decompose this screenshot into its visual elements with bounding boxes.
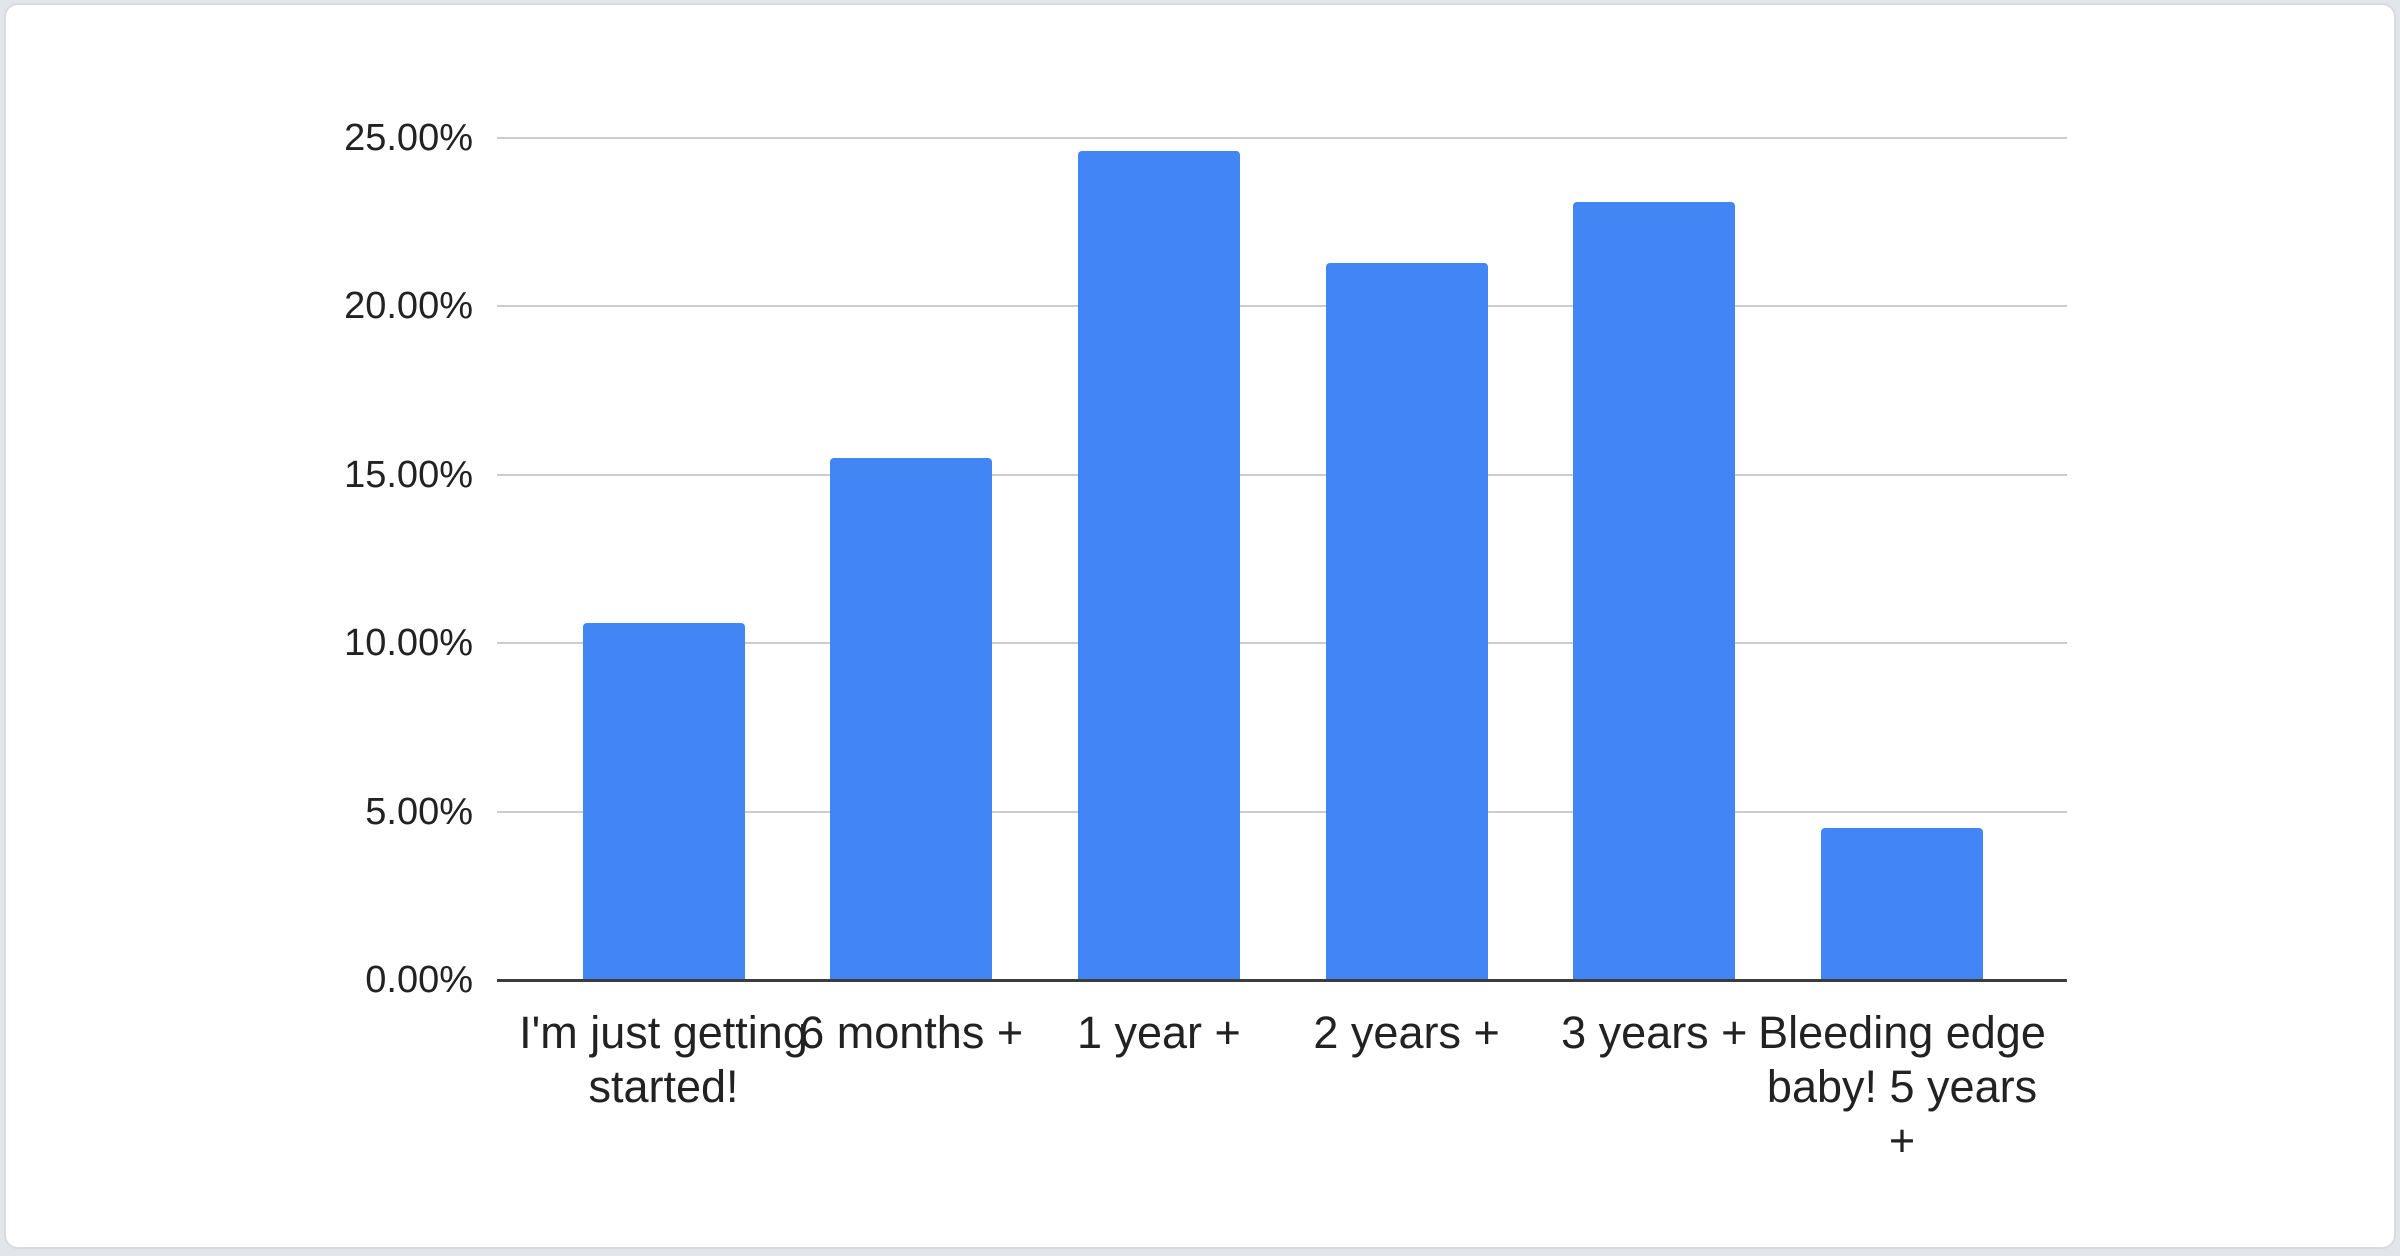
x-axis-category-label: 1 year +: [1076, 1007, 1241, 1058]
gridline-25pct: [497, 137, 2067, 139]
gridline-15pct: [497, 473, 2067, 476]
bar-5: [1573, 201, 1736, 980]
bar-4: [1325, 262, 1488, 980]
x-axis-category-label: Bleeding edge baby! 5 years +: [1758, 1007, 2046, 1166]
y-axis-tick-label: 15.00%: [344, 453, 473, 496]
y-axis-tick-label: 5.00%: [365, 790, 473, 833]
x-axis-baseline: [497, 979, 2067, 982]
bar-2: [830, 457, 993, 980]
y-axis-tick-label: 0.00%: [365, 959, 473, 1001]
bar-3: [1077, 151, 1240, 980]
bar-1: [582, 622, 745, 980]
x-axis-category-label: 3 years +: [1561, 1007, 1748, 1058]
gridline-5pct: [497, 810, 2067, 813]
x-axis-category-label: 2 years +: [1313, 1007, 1500, 1058]
y-axis-tick-label: 10.00%: [344, 622, 473, 665]
bar-6: [1821, 828, 1983, 980]
gridline-10pct: [497, 642, 2067, 645]
gridline-20pct: [497, 305, 2067, 308]
x-axis-category-label: 6 months +: [799, 1007, 1024, 1058]
x-axis-category-label: I'm just getting started!: [519, 1007, 808, 1112]
y-axis-tick-label: 25.00%: [344, 117, 473, 159]
y-axis-tick-label: 20.00%: [344, 285, 473, 328]
